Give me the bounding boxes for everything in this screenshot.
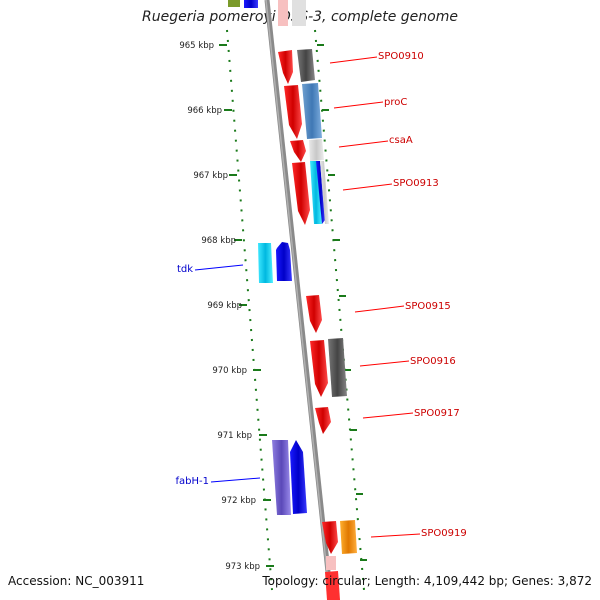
tick-label: 970 kbp xyxy=(212,366,247,376)
gene-arrow-forward xyxy=(340,520,357,554)
gene-feature xyxy=(228,0,240,7)
gene-arrow-reverse xyxy=(290,440,307,514)
tick-label: 965 kbp xyxy=(179,41,214,51)
gene-label-spo0910: SPO0910 xyxy=(378,51,424,62)
gene-label-spo0913: SPO0913 xyxy=(393,178,439,189)
gene-arrow-forward xyxy=(302,83,322,139)
tick-label: 967 kbp xyxy=(193,171,228,181)
gene-label-spo0916: SPO0916 xyxy=(410,356,456,367)
tick-marks xyxy=(219,44,367,567)
tick-label: 969 kbp xyxy=(207,301,242,311)
gene-arrow-forward xyxy=(290,140,306,162)
tick-label: 968 kbp xyxy=(201,236,236,246)
gene-arrow-reverse xyxy=(276,242,292,281)
genome-backbone xyxy=(264,0,334,600)
gene-label-spo0919: SPO0919 xyxy=(421,528,467,539)
gene-arrow-forward xyxy=(310,340,328,397)
gene-arrow-forward xyxy=(278,50,293,84)
topology-text: Topology: circular; Length: 4,109,442 bp… xyxy=(262,574,592,588)
gene-label-spo0917: SPO0917 xyxy=(414,408,460,419)
gene-arrow-forward xyxy=(325,571,340,600)
gene-arrow-forward xyxy=(315,407,331,434)
tick-label: 972 kbp xyxy=(221,496,256,506)
tick-track-left xyxy=(226,29,273,591)
gene-arrow-forward xyxy=(306,295,322,333)
gene-arrow-forward xyxy=(297,49,315,82)
tick-track-right xyxy=(314,29,365,591)
tick-label: 973 kbp xyxy=(225,562,260,572)
gene-label-tdk: tdk xyxy=(177,264,193,275)
gene-label-spo0915: SPO0915 xyxy=(405,301,451,312)
gene-feature xyxy=(292,0,306,26)
label-connectors xyxy=(194,56,421,538)
gene-arrow-forward xyxy=(292,162,310,225)
tick-label: 966 kbp xyxy=(187,106,222,116)
tick-label: 971 kbp xyxy=(217,431,252,441)
accession-text: Accession: NC_003911 xyxy=(8,574,145,588)
gene-arrow-reverse xyxy=(258,243,273,283)
gene-label-proc: proC xyxy=(384,97,407,108)
gene-label-csaa: csaA xyxy=(389,135,413,146)
gene-arrow-forward xyxy=(309,139,324,161)
gene-label-fabh-1: fabH-1 xyxy=(176,476,210,487)
gene-feature xyxy=(278,0,288,26)
gene-arrow-forward xyxy=(328,338,347,397)
gene-arrow-reverse xyxy=(272,440,291,515)
gene-feature xyxy=(326,556,336,570)
backbone-highlight xyxy=(265,0,331,600)
gene-feature xyxy=(244,0,258,8)
gene-arrow-forward xyxy=(322,521,338,554)
gene-arrow-forward xyxy=(284,85,302,139)
gene-arrow-forward xyxy=(320,161,329,224)
gene-arrow-forward xyxy=(316,161,325,224)
